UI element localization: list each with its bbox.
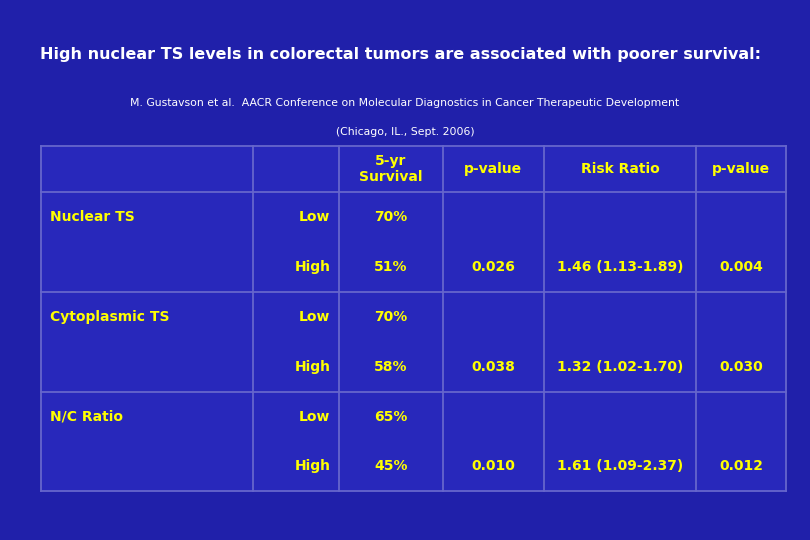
Text: 1.32 (1.02-1.70): 1.32 (1.02-1.70) <box>556 360 683 374</box>
Text: 0.026: 0.026 <box>471 260 515 274</box>
Text: 58%: 58% <box>374 360 407 374</box>
Text: High: High <box>295 260 330 274</box>
Text: p-value: p-value <box>464 162 522 176</box>
Text: Low: Low <box>299 409 330 423</box>
Bar <box>40 146 786 491</box>
Text: Low: Low <box>299 210 330 224</box>
Text: 51%: 51% <box>374 260 407 274</box>
Text: Risk Ratio: Risk Ratio <box>581 162 659 176</box>
Text: 70%: 70% <box>374 309 407 323</box>
Text: Cytoplasmic TS: Cytoplasmic TS <box>50 309 170 323</box>
Text: 0.012: 0.012 <box>719 460 763 474</box>
Text: 1.46 (1.13-1.89): 1.46 (1.13-1.89) <box>556 260 683 274</box>
Text: Nuclear TS: Nuclear TS <box>50 210 135 224</box>
Text: 0.004: 0.004 <box>719 260 763 274</box>
Text: 0.038: 0.038 <box>471 360 515 374</box>
Text: 45%: 45% <box>374 460 407 474</box>
Text: High nuclear TS levels in colorectal tumors are associated with poorer survival:: High nuclear TS levels in colorectal tum… <box>40 46 761 62</box>
Text: High: High <box>295 360 330 374</box>
Text: 65%: 65% <box>374 409 407 423</box>
Text: 70%: 70% <box>374 210 407 224</box>
Text: 0.010: 0.010 <box>471 460 515 474</box>
Text: 0.030: 0.030 <box>719 360 763 374</box>
Text: p-value: p-value <box>712 162 770 176</box>
Text: M. Gustavson et al.  AACR Conference on Molecular Diagnostics in Cancer Therapeu: M. Gustavson et al. AACR Conference on M… <box>130 98 680 107</box>
Text: High: High <box>295 460 330 474</box>
Text: 5-yr
Survival: 5-yr Survival <box>359 154 423 184</box>
Text: (Chicago, IL., Sept. 2006): (Chicago, IL., Sept. 2006) <box>335 127 475 137</box>
Text: 1.61 (1.09-2.37): 1.61 (1.09-2.37) <box>556 460 683 474</box>
Text: N/C Ratio: N/C Ratio <box>50 409 123 423</box>
Text: Low: Low <box>299 309 330 323</box>
